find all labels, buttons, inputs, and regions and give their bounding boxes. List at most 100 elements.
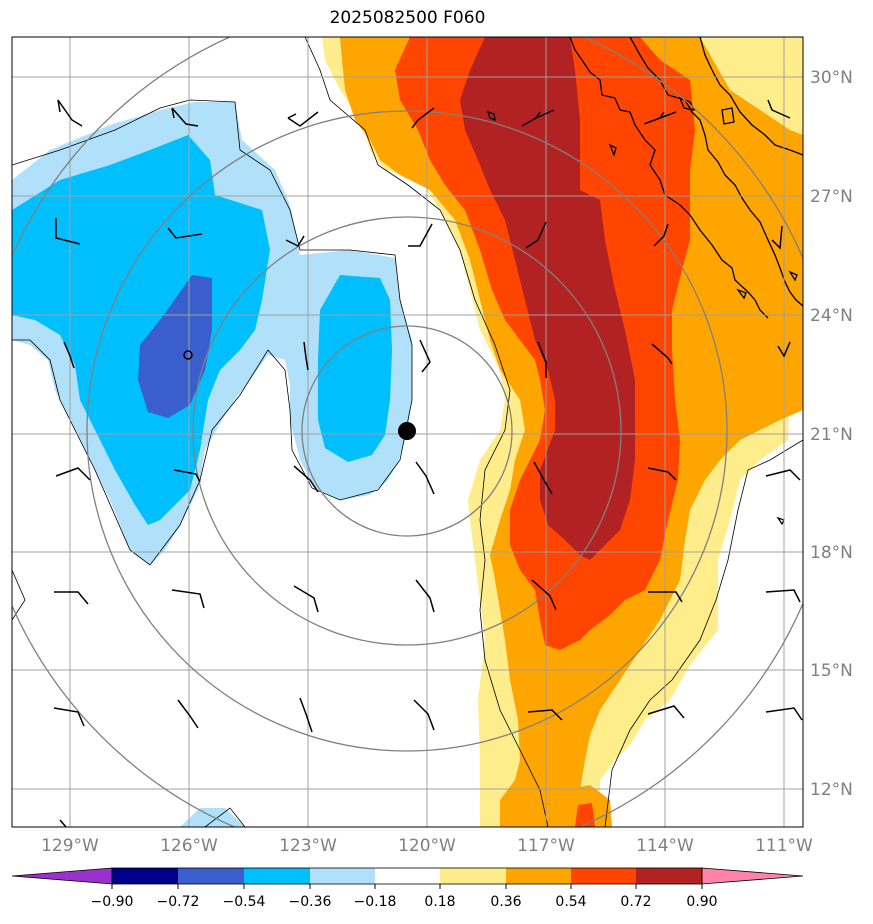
contour-lines [12,37,803,827]
island-1 [721,107,735,125]
lon-label: 129°W [41,836,99,856]
map-content [12,37,803,827]
wind-barb-icon [767,99,791,119]
colorbar-segment [112,868,178,884]
wind-barb-icon [415,461,435,495]
wind-barb-icon [177,699,199,729]
open-circle-icon [183,350,193,360]
wind-barb-icon [299,697,313,733]
island-7 [788,270,798,282]
center-dot-icon [398,422,416,440]
contour-line-sw [12,569,26,621]
wind-barb-icon [647,705,685,719]
wind-barb-icon [293,585,319,613]
wind-barb-icon [293,465,319,493]
contour-line-southeast [604,439,803,827]
lon-label: 120°W [398,836,456,856]
wind-barb-icon [171,589,205,609]
wind-barb-icon [413,699,435,731]
latitude-labels: 30°N 27°N 24°N 21°N 18°N 15°N 12°N [810,68,853,800]
colorbar-tick-label: −0.72 [157,894,200,910]
contour-fill-blue-west [12,135,270,525]
colorbar-tick-label: 0.90 [686,894,717,910]
colorbar-extend-right [701,867,804,885]
colorbar-tick-label: −0.36 [289,894,332,910]
lon-label: 126°W [160,836,218,856]
wind-barb-icon [525,221,547,249]
lat-label: 15°N [810,661,853,681]
wind-barb-icon [167,227,203,239]
lon-label: 114°W [636,836,694,856]
map-title: 2025082500 F060 [329,8,486,28]
wind-barb-icon [648,591,683,603]
wind-barb-icon [53,707,85,727]
wind-barb-icon [171,107,199,127]
wind-barb-icon [771,225,783,250]
longitude-labels: 129°W 126°W 123°W 120°W 117°W 114°W 111°… [41,836,813,856]
wind-barb-icon [765,589,801,603]
wind-barb-icon [285,235,305,247]
range-rings [12,37,803,827]
lon-label: 123°W [279,836,337,856]
lon-label: 117°W [517,836,575,856]
lon-label: 111°W [755,836,813,856]
wind-barb-icon [57,99,83,127]
wind-barb-icon [537,341,547,378]
wind-barb-icon [408,223,433,247]
colorbar-segment [571,868,636,884]
wind-barb-icon [651,343,673,365]
contour-fill-blue-east [318,275,392,462]
negative-shading [12,102,412,827]
contour-fill-dark-blue [138,275,212,418]
wind-barbs [53,99,803,827]
colorbar-tick-label: −0.54 [223,894,266,910]
colorbar-segment [440,868,506,884]
island-3 [608,143,617,158]
colorbar-segment [310,868,375,884]
map-frame [11,36,804,828]
positive-shading [322,37,803,827]
island-5 [776,516,785,526]
lat-label: 18°N [810,543,853,563]
colorbar-frame [111,867,703,885]
colorbar-tick-label: 0.54 [555,894,586,910]
colorbar-segment [178,868,244,884]
wind-barb-icon [173,469,201,483]
lat-label: 30°N [810,68,853,88]
island-4 [486,110,496,122]
island-2 [678,96,696,111]
contour-line-east [304,37,549,827]
colorbar-tick-label: 0.18 [424,894,455,910]
contour-fill-dark-red [460,37,635,560]
wind-barb-icon [765,469,801,481]
contour-line-south [204,807,246,827]
coastline-upper [699,37,803,156]
colorbar-tick-label: −0.18 [354,894,397,910]
contour-fill-light-blue-south [180,808,245,827]
wind-barb-icon [415,579,435,613]
wind-barb-icon [531,579,557,611]
wind-barb-icon [521,109,555,127]
lat-label: 27°N [810,187,853,207]
wind-barb-icon [54,591,89,605]
wind-barb-icon [55,467,91,481]
lat-label: 12°N [810,780,853,800]
contour-fill-red-south [575,803,595,827]
wind-barb-icon [303,341,309,371]
wind-barb-icon [647,467,677,481]
colorbar-extend-left [11,867,113,885]
colorbar-segment [506,868,571,884]
wind-barb-icon [527,709,563,721]
wind-barb-icon [411,107,435,129]
colorbar-segment [244,868,310,884]
wind-barb-icon [765,707,803,721]
wind-barb-icon [63,341,75,369]
colorbar-tick-label: −0.90 [91,894,134,910]
colorbar-segment [636,868,702,884]
wind-barb-icon [643,111,677,125]
colorbar-tick-label: 0.36 [490,894,521,910]
wind-barb-icon [59,819,67,827]
contour-line-west [12,99,413,566]
colorbar-tick-label: 0.72 [620,894,651,910]
